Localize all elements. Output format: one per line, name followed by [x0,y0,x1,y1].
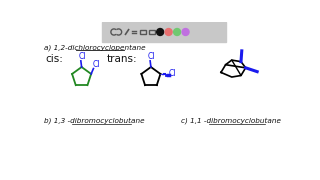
Text: trans:: trans: [107,54,138,64]
Circle shape [174,28,180,35]
Text: c) 1,1 -dibromocyclobutane: c) 1,1 -dibromocyclobutane [181,118,281,124]
Circle shape [157,28,164,35]
Text: cis:: cis: [45,54,63,64]
Bar [148,30,155,34]
Circle shape [165,28,172,35]
Circle shape [182,28,189,35]
Text: Cl: Cl [148,52,155,61]
Text: a) 1,2-dichlorocyclopentane: a) 1,2-dichlorocyclopentane [44,45,146,51]
Bar [140,30,146,34]
Text: Cl: Cl [78,52,86,61]
Text: Cl: Cl [93,60,100,69]
Bar [102,22,226,42]
Text: Cl: Cl [169,69,176,78]
Text: b) 1,3 -dibromocyclobutane: b) 1,3 -dibromocyclobutane [44,118,145,124]
